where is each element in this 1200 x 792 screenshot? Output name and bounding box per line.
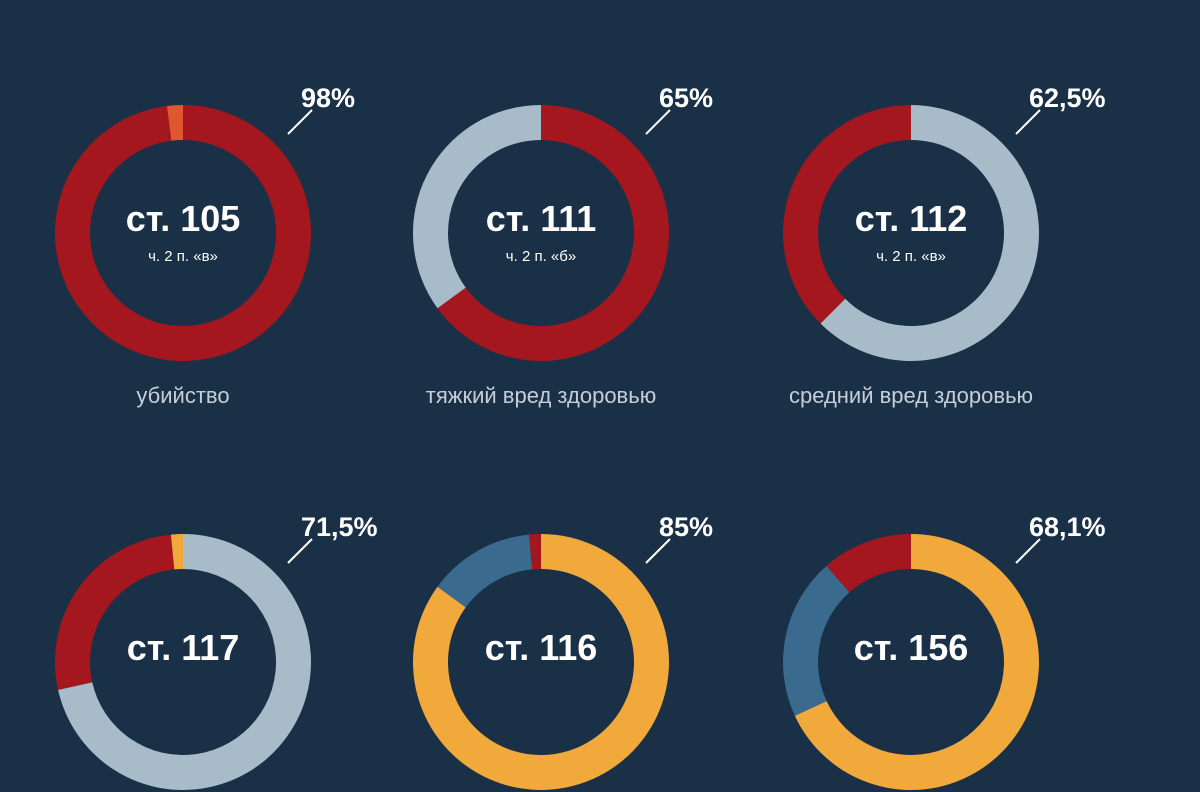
donut-slice — [783, 105, 911, 324]
article-number: ст. 105 — [125, 198, 241, 239]
donut-caption: средний вред здоровью — [788, 383, 1034, 408]
donut-chart — [55, 105, 311, 361]
donut-slice — [54, 534, 175, 690]
donut-slice — [170, 534, 183, 570]
donut-slice — [528, 534, 541, 570]
article-part: ч. 2 п. «в» — [876, 248, 946, 265]
donut-slice — [826, 534, 911, 593]
donut-slice — [437, 105, 669, 362]
donut-caption: убийство — [136, 383, 230, 408]
article-number: ст. 117 — [126, 627, 240, 668]
donut-chart-grid: 98% ст. 105 ч. 2 п. «в» убийство 65% ст. 111 ч… — [54, 83, 1106, 790]
donut-caption: тяжкий вред здоровью — [425, 383, 657, 408]
leader-line — [645, 538, 671, 564]
leader-line — [645, 109, 671, 135]
donut-chart — [54, 534, 311, 790]
percent-label: 98% — [301, 83, 356, 113]
percent-label: 68,1% — [1029, 512, 1106, 542]
donut-slice — [437, 534, 533, 608]
leader-line — [287, 538, 313, 564]
donut-slice — [413, 105, 541, 309]
article-part: ч. 2 п. «в» — [148, 248, 218, 265]
article-part: ч. 2 п. «б» — [505, 248, 577, 265]
percent-label: 65% — [659, 83, 714, 113]
percent-label: 62,5% — [1029, 83, 1106, 113]
leader-line — [1015, 109, 1041, 135]
article-number: ст. 112 — [854, 198, 968, 239]
leader-line — [287, 109, 313, 135]
donut-slice — [166, 105, 183, 141]
donut-chart — [413, 105, 669, 362]
donut-chart — [783, 105, 1039, 361]
leader-line — [1015, 538, 1041, 564]
donut-slice — [820, 105, 1039, 361]
article-number: ст. 111 — [485, 198, 597, 239]
article-number: ст. 156 — [853, 627, 969, 668]
percent-label: 85% — [659, 512, 714, 542]
percent-label: 71,5% — [301, 512, 378, 542]
article-number: ст. 116 — [484, 627, 598, 668]
donut-chart — [413, 534, 669, 790]
